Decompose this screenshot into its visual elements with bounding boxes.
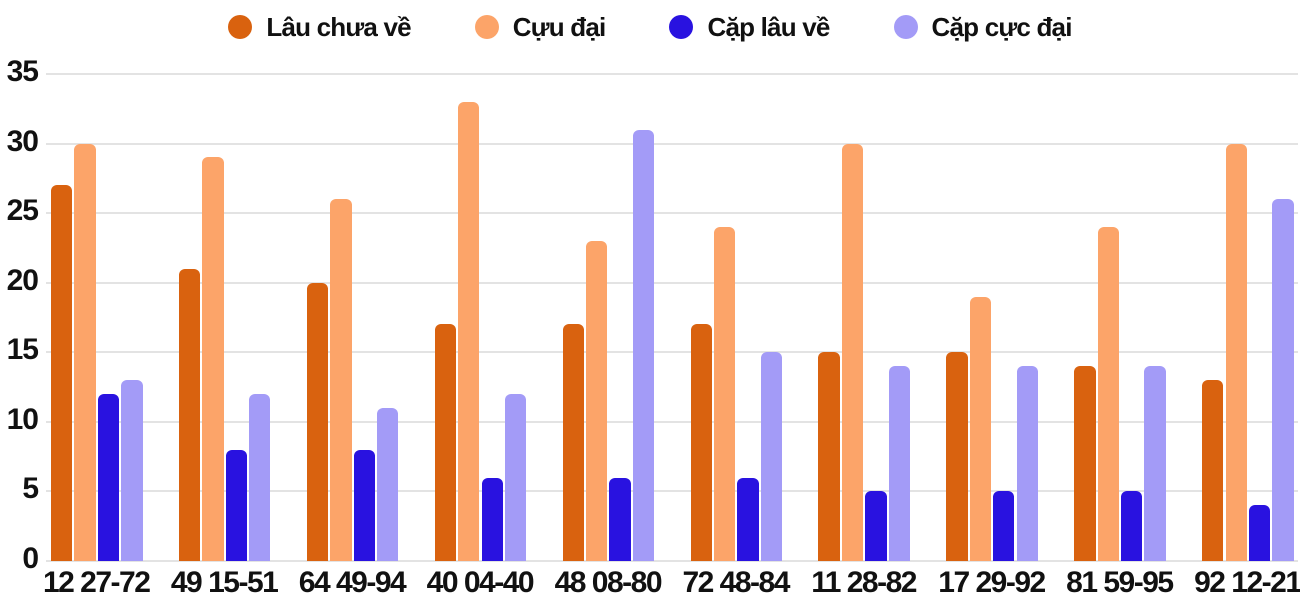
legend-item[interactable]: Cặp lâu về — [669, 11, 830, 43]
bar[interactable] — [504, 394, 527, 561]
y-axis-tick-label: 25 — [6, 194, 39, 228]
gridline — [46, 351, 1298, 354]
legend-dot-icon — [669, 15, 694, 39]
bar[interactable] — [946, 352, 968, 561]
y-axis-tick-label: 5 — [22, 472, 39, 506]
bar[interactable] — [609, 477, 631, 561]
bar[interactable] — [562, 324, 584, 561]
bar[interactable] — [865, 491, 887, 561]
gridline — [46, 490, 1298, 493]
y-axis-tick-label: 15 — [6, 333, 39, 367]
x-axis-tick-label: 81 59-95 — [1066, 566, 1174, 599]
bar[interactable] — [969, 296, 992, 561]
bar[interactable] — [481, 477, 503, 561]
bar[interactable] — [841, 143, 864, 561]
bar[interactable] — [1121, 491, 1143, 561]
y-axis-tick-label: 30 — [6, 124, 39, 158]
y-axis-tick-label: 35 — [6, 55, 39, 88]
gridline — [46, 73, 1298, 75]
bar[interactable] — [1225, 143, 1247, 561]
bar[interactable] — [353, 449, 375, 561]
bar[interactable] — [377, 407, 399, 561]
x-axis-tick-label: 11 28-82 — [811, 566, 917, 599]
x-axis-tick-label: 72 48-84 — [682, 566, 790, 599]
bar[interactable] — [249, 394, 271, 561]
chart-legend: Lâu chưa về Cựu đại Cặp lâu về Cặp cực đại — [0, 6, 1300, 48]
x-axis-tick-label: 92 12-21 — [1194, 566, 1300, 599]
gridline — [46, 560, 1298, 562]
legend-dot-icon — [474, 15, 499, 39]
bar[interactable] — [1097, 227, 1119, 561]
bar[interactable] — [1144, 366, 1166, 561]
bar[interactable] — [818, 352, 840, 561]
bar[interactable] — [178, 268, 201, 561]
bar[interactable] — [306, 282, 329, 561]
bar[interactable] — [888, 366, 910, 561]
bar[interactable] — [51, 185, 73, 561]
bar[interactable] — [225, 449, 248, 561]
y-axis-tick-label: 0 — [22, 542, 39, 575]
legend-dot-icon — [893, 15, 918, 39]
bar[interactable] — [74, 143, 96, 561]
bar[interactable] — [97, 394, 120, 561]
legend-label: Cặp cực đại — [931, 11, 1073, 42]
legend-item[interactable]: Lâu chưa về — [228, 11, 412, 43]
x-axis-tick-label: 64 49-94 — [298, 566, 407, 599]
bar[interactable] — [737, 477, 759, 561]
bar[interactable] — [586, 240, 608, 561]
bar[interactable] — [121, 380, 143, 561]
legend-label: Lâu chưa về — [266, 11, 411, 42]
bar[interactable] — [690, 324, 712, 561]
bar[interactable] — [202, 157, 224, 561]
bar[interactable] — [993, 491, 1015, 561]
x-axis-tick-label: 49 15-51 — [170, 566, 279, 599]
x-axis-tick-label: 48 08-80 — [554, 566, 663, 599]
gridline — [46, 212, 1298, 215]
gridline — [46, 142, 1298, 145]
bar[interactable] — [760, 352, 783, 561]
bar[interactable] — [1074, 366, 1096, 561]
bar[interactable] — [1016, 366, 1038, 561]
legend-item[interactable]: Cựu đại — [474, 11, 606, 43]
bar[interactable] — [1202, 380, 1224, 561]
legend-label: Cặp lâu về — [707, 11, 830, 42]
bar[interactable] — [330, 199, 352, 561]
legend-dot-icon — [228, 15, 253, 39]
bar[interactable] — [713, 227, 736, 561]
bar[interactable] — [1272, 199, 1294, 561]
x-axis-tick-label: 12 27-72 — [42, 566, 151, 599]
x-axis-tick-label: 17 29-92 — [938, 566, 1046, 599]
gridline — [46, 281, 1298, 284]
bar[interactable] — [632, 129, 655, 561]
bar[interactable] — [1248, 505, 1271, 561]
bar[interactable] — [434, 324, 457, 561]
y-axis-tick-label: 10 — [6, 402, 39, 436]
legend-label: Cựu đại — [512, 11, 606, 42]
x-axis-tick-label: 40 04-40 — [426, 566, 535, 599]
gridline — [46, 420, 1298, 423]
y-axis-tick-label: 20 — [6, 263, 39, 297]
bar[interactable] — [458, 101, 480, 561]
legend-item[interactable]: Cặp cực đại — [893, 11, 1073, 43]
